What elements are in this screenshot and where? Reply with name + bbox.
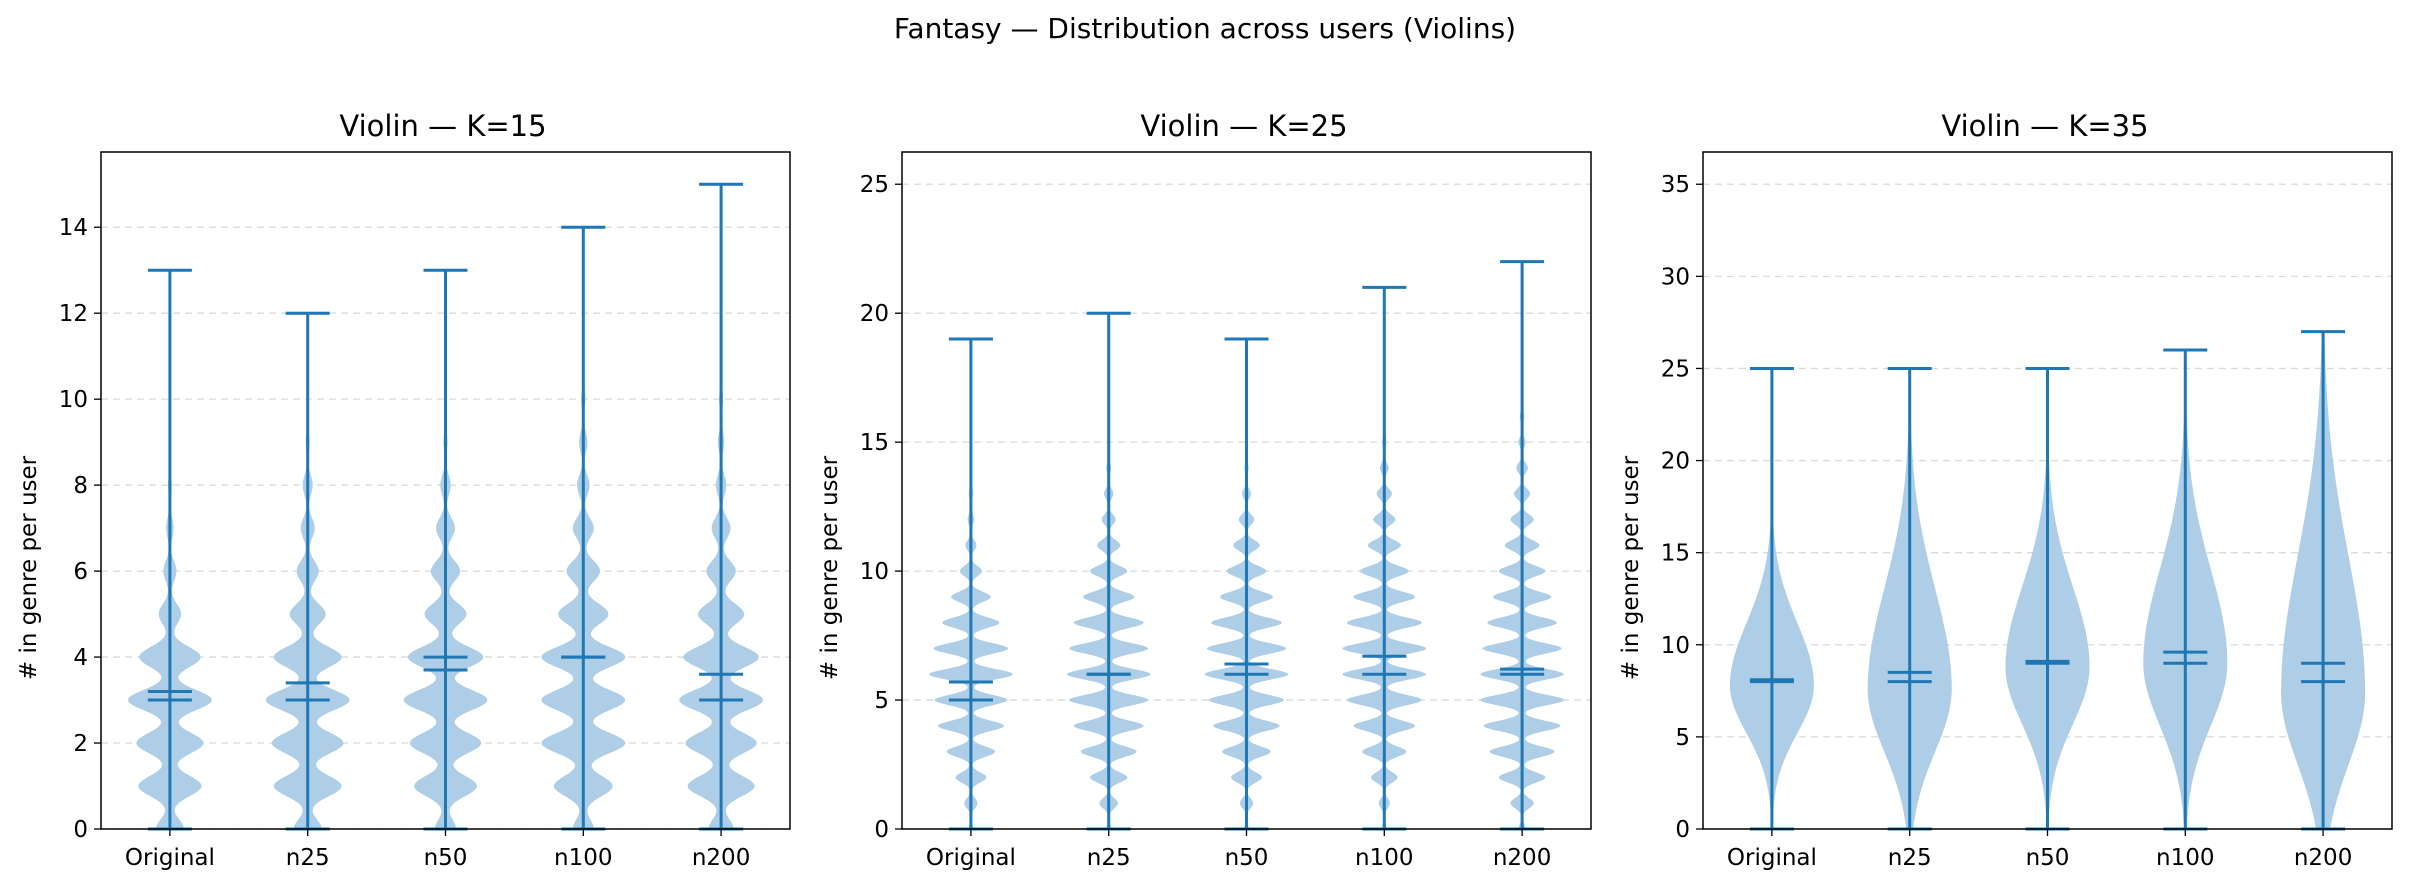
y-tick-label: 0 — [1675, 817, 1690, 843]
x-tick-label: n50 — [2026, 845, 2070, 871]
x-tick-label: n200 — [2294, 845, 2352, 871]
x-tick-label: Original — [125, 845, 215, 871]
x-tick-label: n100 — [554, 845, 612, 871]
plot-frame — [901, 151, 1592, 830]
y-tick-label: 6 — [73, 559, 88, 585]
panel-title: Violin — K=25 — [1140, 109, 1347, 143]
x-tick-label: Original — [1727, 845, 1817, 871]
violin-panel-k25: Violin — K=25 # in genre per user Origin… — [817, 109, 1592, 871]
panel-title: Violin — K=15 — [339, 109, 546, 143]
y-tick-label: 5 — [874, 688, 889, 714]
plot-frame — [100, 151, 791, 830]
x-tick-label: n200 — [1493, 845, 1551, 871]
x-tick-label: n25 — [286, 845, 330, 871]
x-tick-label: n100 — [2156, 845, 2214, 871]
y-tick-label: 35 — [1661, 172, 1690, 198]
y-tick-label: 10 — [59, 387, 88, 413]
x-tick-label: n50 — [424, 845, 468, 871]
y-tick-label: 15 — [860, 430, 889, 456]
x-tick-label: n100 — [1355, 845, 1413, 871]
x-tick-label: n25 — [1087, 845, 1131, 871]
y-tick-label: 20 — [1661, 449, 1690, 475]
x-tick-label: n50 — [1225, 845, 1269, 871]
violin-panel-k35: Violin — K=35 # in genre per user Origin… — [1618, 109, 2393, 871]
y-tick-label: 10 — [1661, 633, 1690, 659]
y-tick-label: 8 — [73, 473, 88, 499]
x-tick-label: n25 — [1888, 845, 1932, 871]
x-tick-label: Original — [926, 845, 1016, 871]
y-tick-label: 25 — [860, 172, 889, 198]
y-axis-label: # in genre per user — [16, 455, 42, 680]
y-tick-label: 15 — [1661, 541, 1690, 567]
y-tick-label: 12 — [59, 301, 88, 327]
y-tick-label: 10 — [860, 559, 889, 585]
y-tick-label: 14 — [59, 215, 88, 241]
y-axis-label: # in genre per user — [817, 455, 843, 680]
x-tick-label: n200 — [692, 845, 750, 871]
y-tick-label: 0 — [874, 817, 889, 843]
y-tick-label: 20 — [860, 301, 889, 327]
y-tick-label: 30 — [1661, 264, 1690, 290]
panel-title: Violin — K=35 — [1941, 109, 2148, 143]
figure-suptitle: Fantasy — Distribution across users (Vio… — [894, 12, 1516, 45]
y-tick-label: 2 — [73, 731, 88, 757]
violin-panel-k15: Violin — K=15 # in genre per user Origin… — [16, 109, 791, 871]
plot-frame — [1702, 151, 2393, 830]
y-tick-label: 4 — [73, 645, 88, 671]
y-tick-label: 0 — [73, 817, 88, 843]
y-tick-label: 25 — [1661, 356, 1690, 382]
y-axis-label: # in genre per user — [1618, 455, 1644, 680]
y-tick-label: 5 — [1675, 725, 1690, 751]
